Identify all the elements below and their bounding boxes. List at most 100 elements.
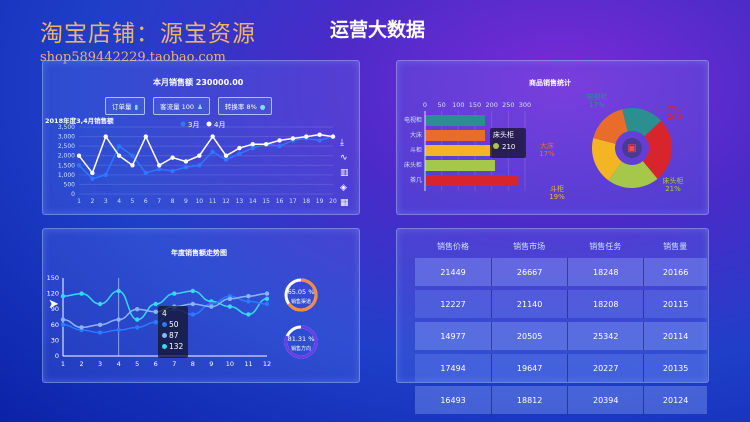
annual-trend-panel: 年度销售额走势图 0 30 60 90 120 150 1 2 3 4 5 6 7 8 9 10 11 12 4 … (42, 228, 360, 383)
channel-gauge-ring (284, 278, 318, 312)
y-tick-label: 2,500 (58, 143, 75, 150)
grid-icon[interactable]: ▦ (340, 198, 349, 208)
table-cell: 20135 (643, 354, 707, 382)
x-tick-label: 9 (209, 360, 213, 368)
data-point (290, 136, 296, 141)
data-point (157, 166, 162, 172)
x-tick-label: 4 (117, 360, 121, 368)
tooltip-title: 4 (162, 309, 167, 318)
layers-icon[interactable]: ◈ (340, 183, 347, 193)
y-tick-label: 30 (51, 336, 59, 344)
x-tick-label: 11 (209, 198, 217, 205)
x-tick-label: 9 (184, 198, 188, 205)
person-icon: ♟ (197, 103, 203, 111)
data-point (97, 330, 103, 335)
data-point (172, 291, 177, 296)
x-tick-label: 12 (222, 198, 230, 205)
data-point (60, 317, 66, 322)
data-point (116, 143, 122, 149)
tooltip-title: 床头柜 (493, 131, 514, 139)
traffic-button[interactable]: 客流量 100 ♟ (153, 97, 210, 115)
data-point (246, 312, 251, 317)
stat-label: 客流量 100 (160, 103, 195, 111)
data-point (330, 134, 336, 139)
y-tick-label: 电视柜 (404, 116, 422, 124)
data-point (130, 153, 135, 158)
data-point (134, 307, 140, 312)
sales-table: 销售价格 销售市场 销售任务 销售量 21449 26667 18248 20166 1222… (415, 234, 707, 418)
legend-label: 4月 (214, 121, 225, 129)
monthly-sales-line-chart: 2018年度3,4月销售额 0 500 1,000 1,500 2,000 2,500 3,0… (45, 116, 337, 205)
download-icon[interactable]: ⤓ (340, 138, 344, 148)
table-cell: 14977 (415, 322, 492, 350)
y-tick-label: 1,500 (58, 162, 75, 169)
pie-slice (622, 107, 662, 137)
trend-tooltip: 4 50 87 132 (158, 306, 188, 358)
x-tick-label: 15 (262, 198, 270, 205)
gauge-label: 销售渠道 (290, 299, 311, 305)
gift-icon: ▣ (622, 138, 642, 158)
page-title: 运营大数据 (330, 19, 426, 41)
x-tick-label: 7 (157, 198, 161, 205)
y-tick-label: 0 (55, 352, 59, 360)
table-cell: 26667 (491, 258, 568, 286)
data-point (197, 163, 202, 168)
data-point (250, 145, 255, 151)
tooltip-dot-icon (162, 333, 167, 338)
direction-gauge: 81.31 % 销售方向 (283, 324, 319, 360)
data-point (143, 134, 149, 139)
table-cell: 21140 (491, 290, 568, 318)
y-tick-label: 2,000 (58, 153, 75, 160)
chart-subtitle: 2018年度3,4月销售额 (45, 116, 114, 125)
x-tick-label: 3 (104, 198, 108, 205)
pie-slice (593, 109, 628, 144)
data-point (304, 134, 309, 139)
data-point (227, 304, 233, 309)
y-tick-label: 床头柜 (404, 161, 422, 169)
data-point (143, 170, 149, 176)
series-line (78, 135, 334, 180)
x-tick-label: 20 (329, 198, 337, 205)
table-cell: 25342 (567, 322, 644, 350)
line-chart-icon[interactable]: ∿ (340, 153, 348, 163)
bar (425, 130, 485, 141)
order-count-button[interactable]: 订单量 ▮ (105, 97, 146, 115)
monthly-sales-panel: 本月销售额 230000.00 订单量 ▮ 客流量 100 ♟ 转换率 8% ● ⤓ … (42, 60, 360, 215)
data-point (317, 132, 322, 137)
legend-label: 3月 (188, 121, 199, 129)
y-tick-label: 120 (47, 290, 59, 298)
data-point (103, 172, 108, 178)
watermark-shop-url: shop589442229.taobao.com (40, 50, 226, 65)
bar-tooltip: 床头柜 210 (490, 128, 526, 158)
stat-label: 订单量 (112, 103, 132, 111)
data-point (246, 294, 251, 299)
conversion-button[interactable]: 转换率 8% ● (217, 97, 273, 115)
data-point (246, 299, 251, 304)
table-row: 17494 19647 20227 20135 (415, 354, 707, 382)
channel-gauge: 65.05 % 销售渠道 (283, 277, 319, 313)
x-tick-label: 10 (195, 198, 203, 205)
x-tick-label: 7 (172, 360, 176, 368)
product-sales-panel: 商品销售统计 0 50 100 150 200 250 300 电视柜 大床 斗柜 床头柜 茶几 电视… (396, 60, 709, 215)
pie-label-name: 斗柜 (550, 184, 564, 193)
data-point (227, 296, 233, 301)
data-point (76, 153, 82, 158)
data-point (116, 153, 122, 158)
data-point (76, 163, 82, 168)
data-point (223, 153, 229, 158)
data-point (183, 165, 189, 170)
bar-chart-icon[interactable]: ▥ (340, 168, 349, 178)
data-point (60, 322, 66, 327)
pie-label-name: 床头柜 (663, 176, 684, 185)
data-point (153, 309, 158, 314)
y-tick-label: 0 (71, 191, 75, 198)
data-point (250, 142, 255, 147)
data-point (97, 322, 103, 327)
table-row: 14977 20505 25342 20114 (415, 322, 707, 350)
column-header: 销售量 (663, 241, 688, 251)
data-point (264, 301, 270, 307)
data-point (157, 163, 162, 168)
table-cell: 20505 (491, 322, 568, 350)
legend-marker (206, 121, 212, 127)
